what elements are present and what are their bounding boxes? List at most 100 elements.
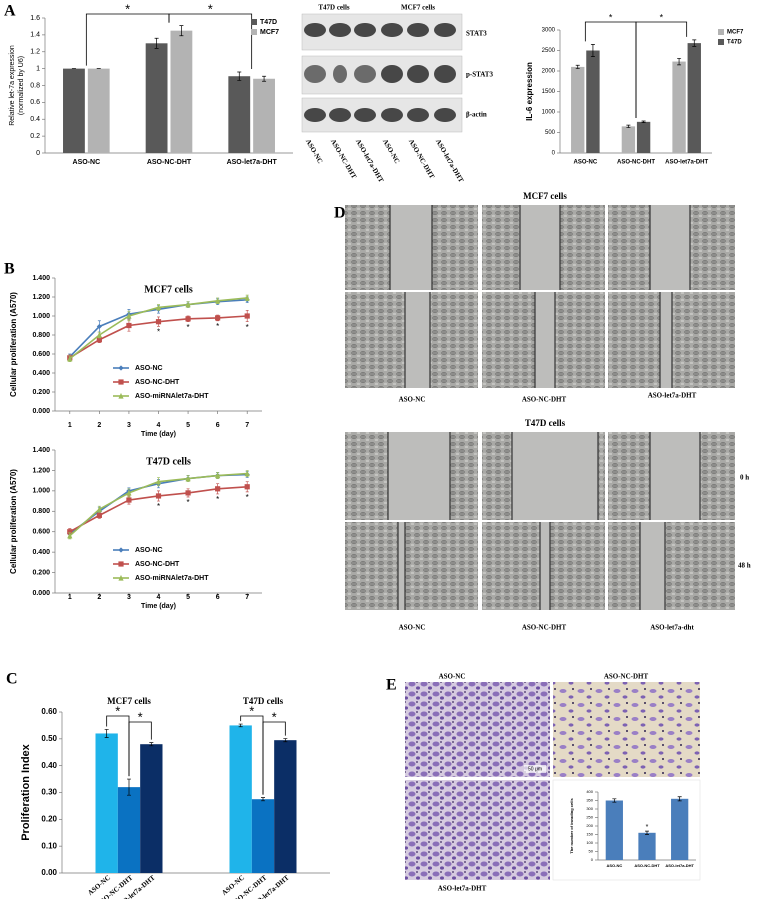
chart: 0.000 0.200 0.400 0.600 0.800 1.000 1.200 1.400… [9, 447, 262, 610]
chart: 0 500 1000 1500 2000 2500 3000 IL-6 expression A… [525, 12, 744, 165]
image-label: ASO-let7a-DHT [438, 885, 487, 893]
error-bar [238, 723, 243, 728]
error-bar [590, 44, 595, 57]
x-tick-label: 4 [157, 594, 161, 601]
x-tick-label: ASO-let7a-DHT [665, 160, 708, 166]
blot-band [333, 65, 347, 83]
blot-band [329, 108, 351, 122]
y-tick-label: 1.6 [30, 15, 40, 22]
column-label: ASO-NC [399, 396, 426, 404]
y-tick-label: 0.800 [32, 508, 50, 515]
y-axis-label: Cellular proliferation (A570) [9, 292, 18, 397]
y-tick-label: 0.600 [32, 351, 50, 358]
x-tick-label: ASO-NC-DHT [634, 863, 660, 868]
annotation: * [272, 709, 277, 724]
y-tick-label: 1.200 [32, 467, 50, 474]
marker [215, 297, 221, 304]
error-bar [262, 75, 267, 82]
y-tick-label: 2000 [542, 69, 556, 75]
error-bar [677, 57, 682, 66]
micrograph [345, 522, 478, 610]
marker [118, 365, 124, 371]
y-tick-label: 0 [552, 151, 556, 157]
blot-band [354, 108, 376, 122]
blot-band [304, 23, 326, 37]
group-label: T47D cells [243, 696, 284, 706]
error-bar [677, 796, 682, 802]
marker [244, 294, 250, 301]
annotation: * [157, 502, 160, 511]
marker [96, 323, 102, 330]
bar [672, 61, 686, 153]
scratch-gap [660, 292, 672, 388]
scratch-gap [398, 522, 405, 610]
y-tick-label: 0.50 [41, 734, 57, 743]
marker [126, 489, 132, 496]
y-tick-label: 0.200 [32, 389, 50, 396]
group-label: MCF7 cells [107, 696, 151, 706]
y-tick-label: 1.400 [32, 447, 50, 454]
marker [67, 532, 73, 539]
bar [671, 798, 689, 860]
chart-title: MCF7 cells [144, 284, 193, 295]
significance-bracket [128, 721, 152, 777]
y-tick-label: 1.000 [32, 488, 50, 495]
annotation: * [115, 703, 120, 718]
x-tick-label: ASO-NC [73, 159, 101, 166]
marker [185, 316, 191, 322]
panel-letter: C [6, 671, 18, 688]
micrograph [553, 682, 700, 777]
bar [229, 725, 252, 873]
blot-band [434, 108, 456, 122]
marker [155, 478, 162, 485]
marker [96, 331, 102, 338]
invasion-panel: 50 μm ASO-NC ASO-NC-DHT ASO-let7a-DHT [405, 673, 701, 893]
chart: 0.00 0.10 0.20 0.30 0.40 0.50 0.60 Proliferatio… [20, 696, 330, 899]
x-tick-label: 1 [68, 594, 72, 601]
blot-band [381, 23, 403, 37]
bar [621, 126, 636, 153]
y-tick-label: 0.4 [30, 116, 40, 123]
annotation: * [246, 323, 249, 332]
group-label: T47D cells [525, 418, 566, 428]
blot-band [407, 65, 429, 83]
bar [571, 66, 585, 153]
time-label: 48 h [738, 562, 751, 570]
blot-group-label: T47D cells [318, 4, 350, 12]
marker [185, 490, 191, 496]
legend-label: ASO-NC [135, 547, 163, 554]
scratch-gap [388, 432, 450, 520]
legend-swatch [718, 39, 724, 45]
legend-label: MCF7 [260, 29, 279, 36]
blot-row-label: STAT3 [466, 30, 487, 38]
y-tick-label: 0 [591, 857, 594, 862]
lane-label: ASO-let7a-DHT [354, 138, 385, 184]
micrograph [405, 682, 550, 777]
scratch-gap [390, 205, 432, 290]
y-axis-label: Proliferation Index [20, 743, 32, 840]
chart-title: T47D cells [146, 456, 191, 467]
scale-bar-label: 50 μm [528, 766, 542, 772]
y-tick-label: 0.00 [41, 868, 57, 877]
marker [67, 355, 73, 362]
bar [687, 43, 701, 154]
y-axis-label: The number of invading cells [569, 798, 574, 854]
bar [605, 800, 623, 860]
annotation: * [646, 824, 649, 831]
blot-band [434, 23, 456, 37]
marker [185, 475, 191, 482]
scale-bar-box [524, 765, 546, 773]
y-tick-label: 0.400 [32, 370, 50, 377]
error-bar [283, 738, 288, 743]
bar [251, 799, 275, 873]
y-tick-label: 100 [586, 840, 593, 845]
x-tick-label: 7 [245, 594, 249, 601]
error-bar [645, 830, 649, 835]
x-tick-label: 2 [97, 422, 101, 429]
error-bar [104, 729, 109, 738]
marker [155, 304, 162, 311]
y-tick-label: 150 [586, 832, 593, 837]
annotation: * [208, 1, 213, 16]
marker [126, 497, 132, 503]
annotation: * [125, 1, 130, 16]
